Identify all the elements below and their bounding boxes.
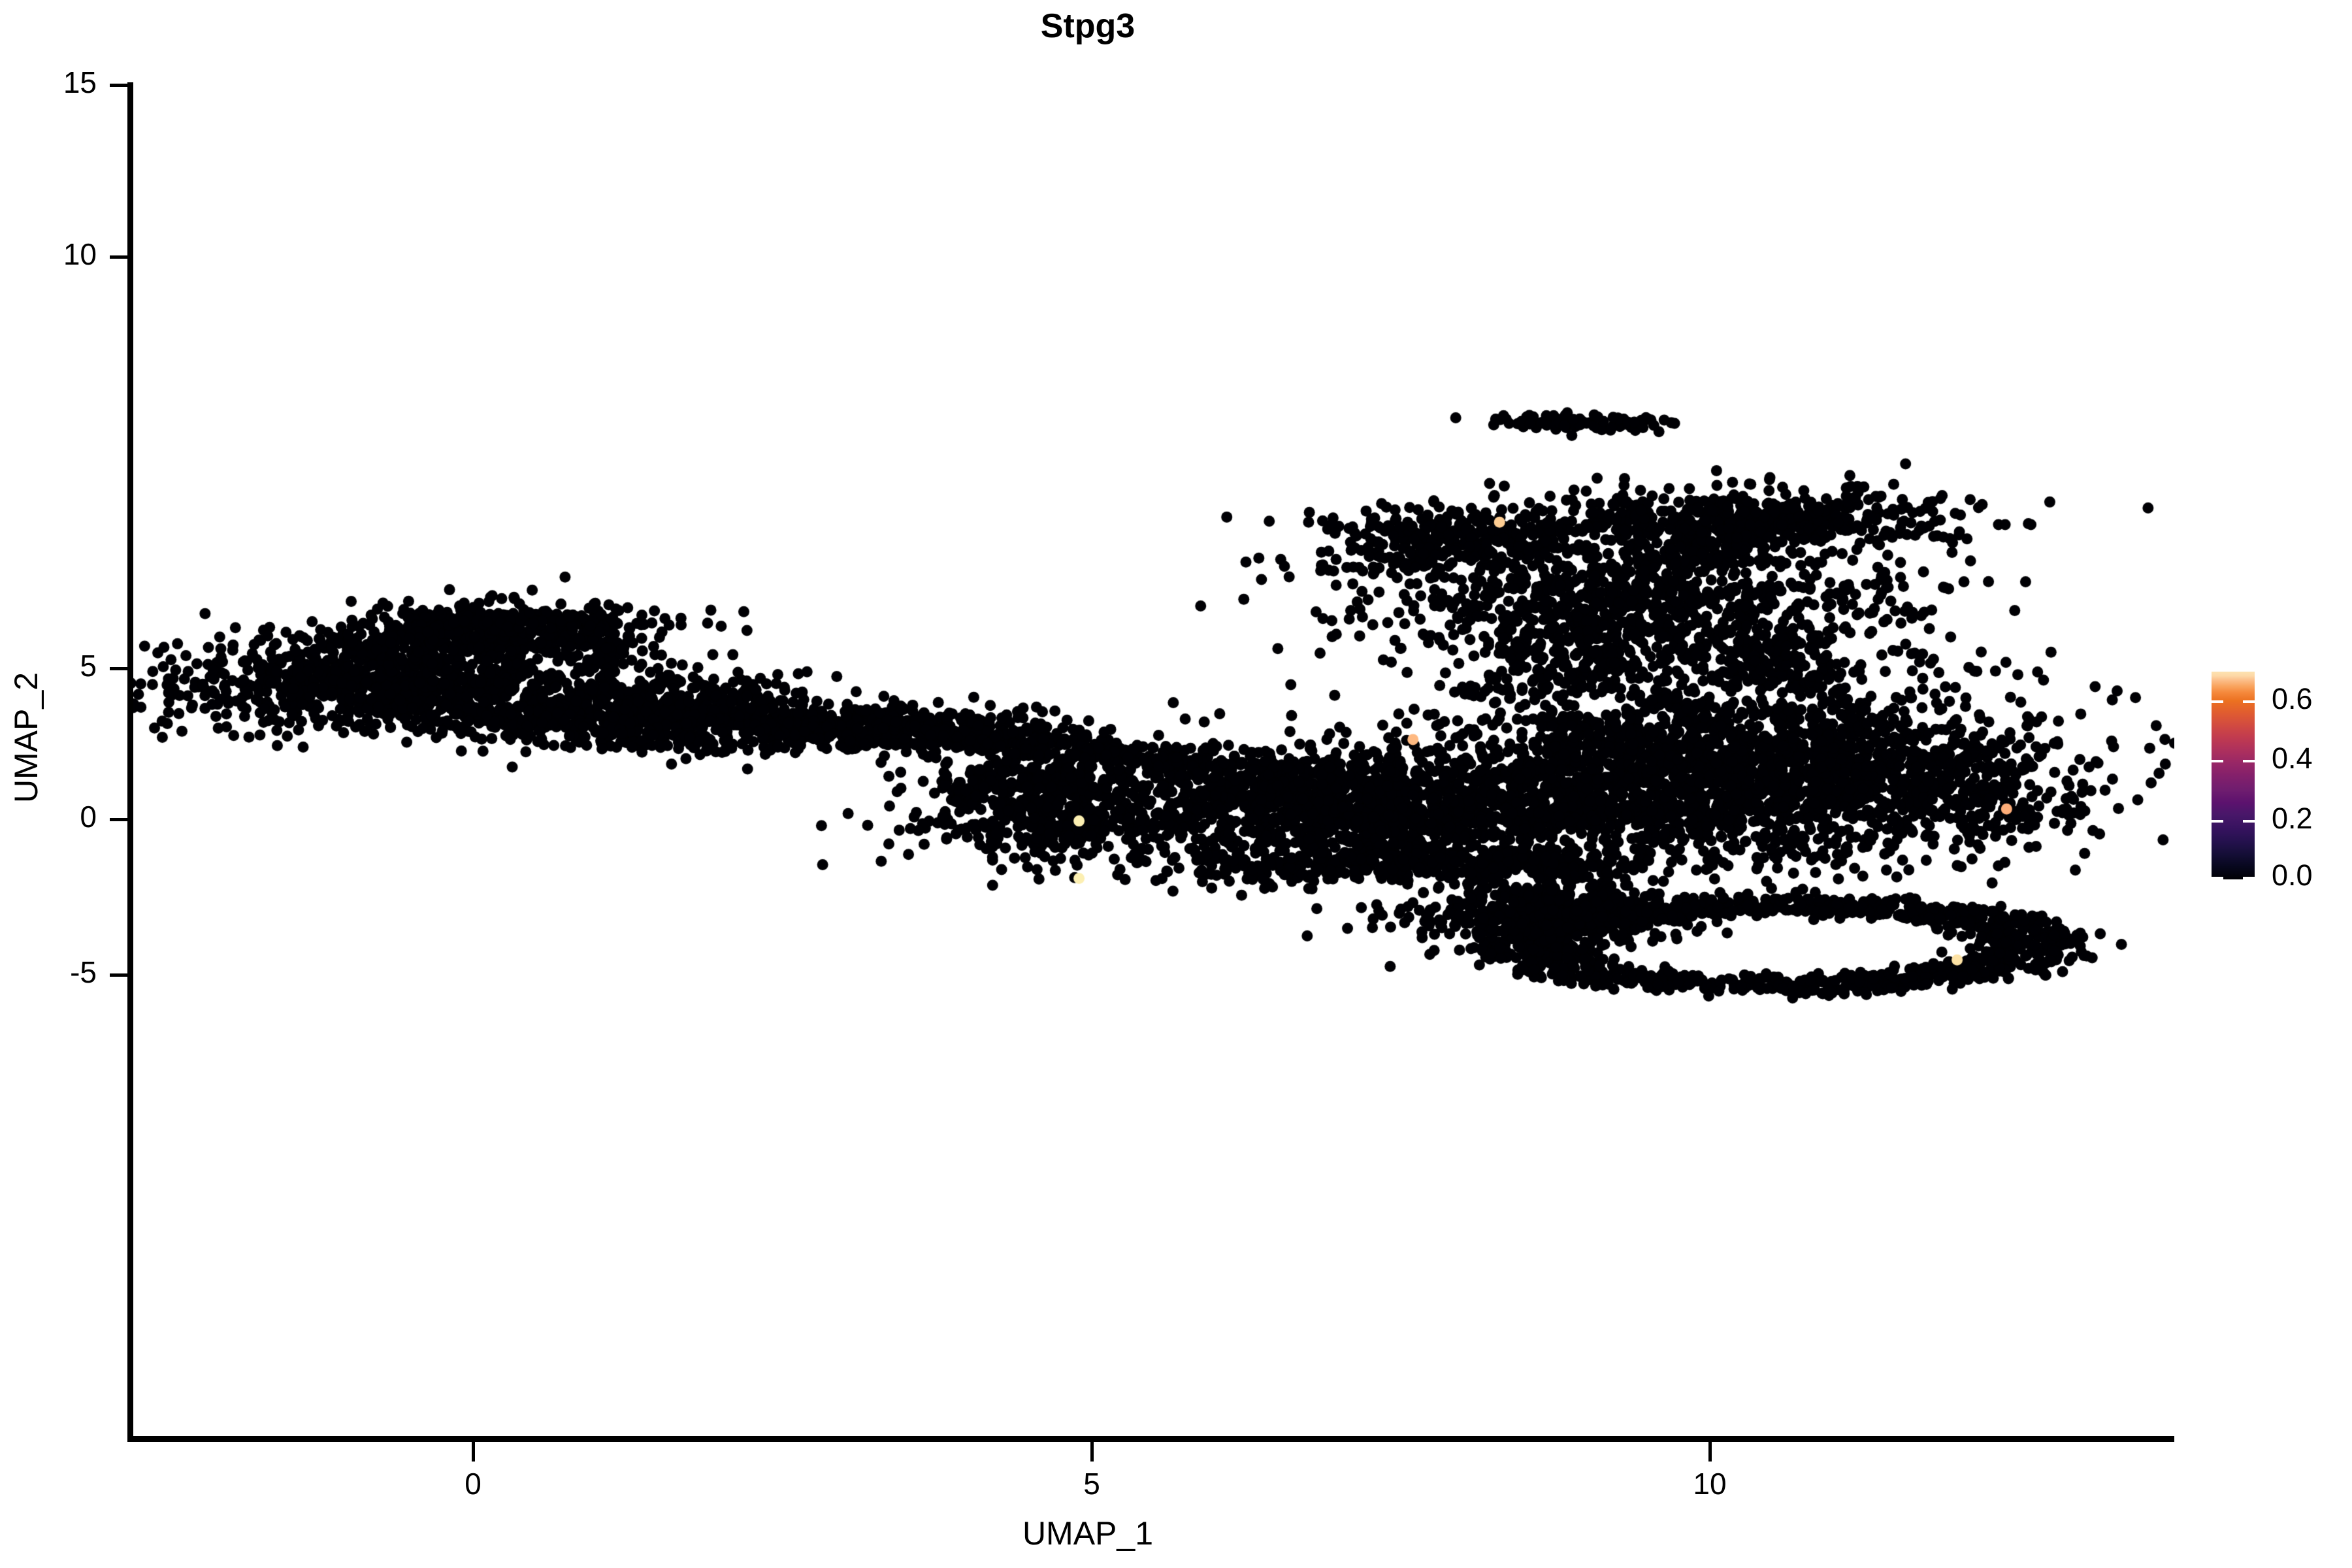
x-axis-line [127, 1436, 2174, 1442]
x-axis-tick [472, 1442, 475, 1462]
scatter-points-canvas[interactable] [133, 84, 2174, 1439]
x-axis-tick-label: 0 [465, 1467, 482, 1501]
colorbar-legend: 0.6 0.4 0.2 0.0 [2212, 672, 2342, 907]
colorbar-tick [2212, 700, 2223, 703]
y-axis-tick-label: 15 [63, 65, 97, 99]
y-axis-tick [110, 667, 128, 670]
colorbar-tick-label: 0.6 [2272, 682, 2313, 715]
y-axis-tick-label: 5 [80, 649, 97, 683]
y-axis-title: UMAP_2 [8, 672, 44, 804]
colorbar-tick [2212, 760, 2223, 762]
y-axis-tick-label: -5 [70, 955, 97, 989]
colorbar-tick [2243, 700, 2255, 703]
x-axis-title: UMAP_1 [1022, 1515, 1154, 1552]
colorbar-tick [2212, 877, 2223, 879]
y-axis-tick-label: 0 [80, 800, 97, 834]
colorbar-tick-label: 0.0 [2272, 858, 2313, 892]
colorbar-tick [2243, 760, 2255, 762]
x-axis-tick-label: 10 [1693, 1467, 1727, 1501]
x-axis-tick-label: 5 [1083, 1467, 1100, 1501]
y-axis-tick [110, 973, 128, 977]
y-axis-tick [110, 255, 128, 259]
colorbar-tick-label: 0.4 [2272, 742, 2313, 775]
colorbar-gradient [2212, 672, 2255, 879]
y-axis-tick [110, 818, 128, 821]
y-axis-tick-label: 10 [63, 237, 97, 271]
x-axis-tick [1708, 1442, 1712, 1462]
colorbar-tick [2243, 820, 2255, 823]
scatter-panel[interactable] [133, 84, 2174, 1439]
y-axis-line [127, 82, 133, 1442]
y-axis-tick [110, 84, 128, 87]
x-axis-tick [1090, 1442, 1094, 1462]
colorbar-tick [2212, 820, 2223, 823]
colorbar-tick [2243, 877, 2255, 879]
page-title: Stpg3 [1040, 7, 1135, 45]
colorbar-tick-label: 0.2 [2272, 802, 2313, 835]
